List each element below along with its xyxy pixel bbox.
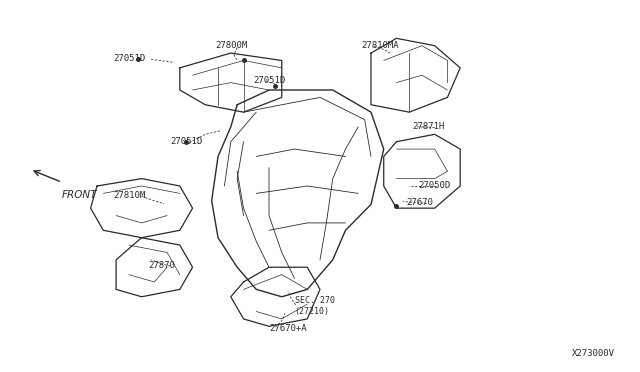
Text: 27050D: 27050D bbox=[419, 182, 451, 190]
Text: 27810MA: 27810MA bbox=[362, 41, 399, 50]
Text: X273000V: X273000V bbox=[572, 350, 614, 359]
Text: 27670: 27670 bbox=[406, 198, 433, 207]
Text: 27051D: 27051D bbox=[170, 137, 202, 146]
Text: 27870: 27870 bbox=[148, 261, 175, 270]
Text: 27800M: 27800M bbox=[215, 41, 247, 50]
Text: FRONT: FRONT bbox=[62, 190, 97, 200]
Text: 27051D: 27051D bbox=[113, 54, 145, 63]
Text: 27810M: 27810M bbox=[113, 191, 145, 200]
Text: 27670+A: 27670+A bbox=[269, 324, 307, 333]
Text: 27871H: 27871H bbox=[412, 122, 445, 131]
Text: 27051D: 27051D bbox=[253, 76, 285, 85]
Text: SEC. 270
(27210): SEC. 270 (27210) bbox=[294, 296, 335, 316]
